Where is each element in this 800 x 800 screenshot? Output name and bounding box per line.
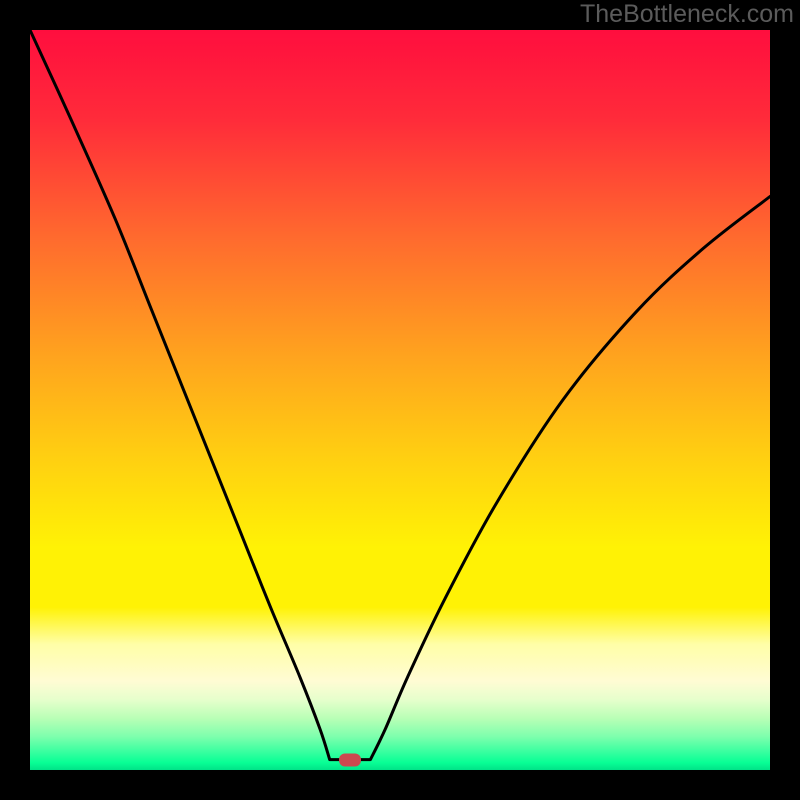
optimum-marker bbox=[339, 753, 361, 766]
bottleneck-curve bbox=[30, 30, 770, 770]
watermark-text: TheBottleneck.com bbox=[580, 0, 794, 29]
curve-path bbox=[30, 30, 770, 760]
plot-area bbox=[30, 30, 770, 770]
chart-stage: TheBottleneck.com bbox=[0, 0, 800, 800]
